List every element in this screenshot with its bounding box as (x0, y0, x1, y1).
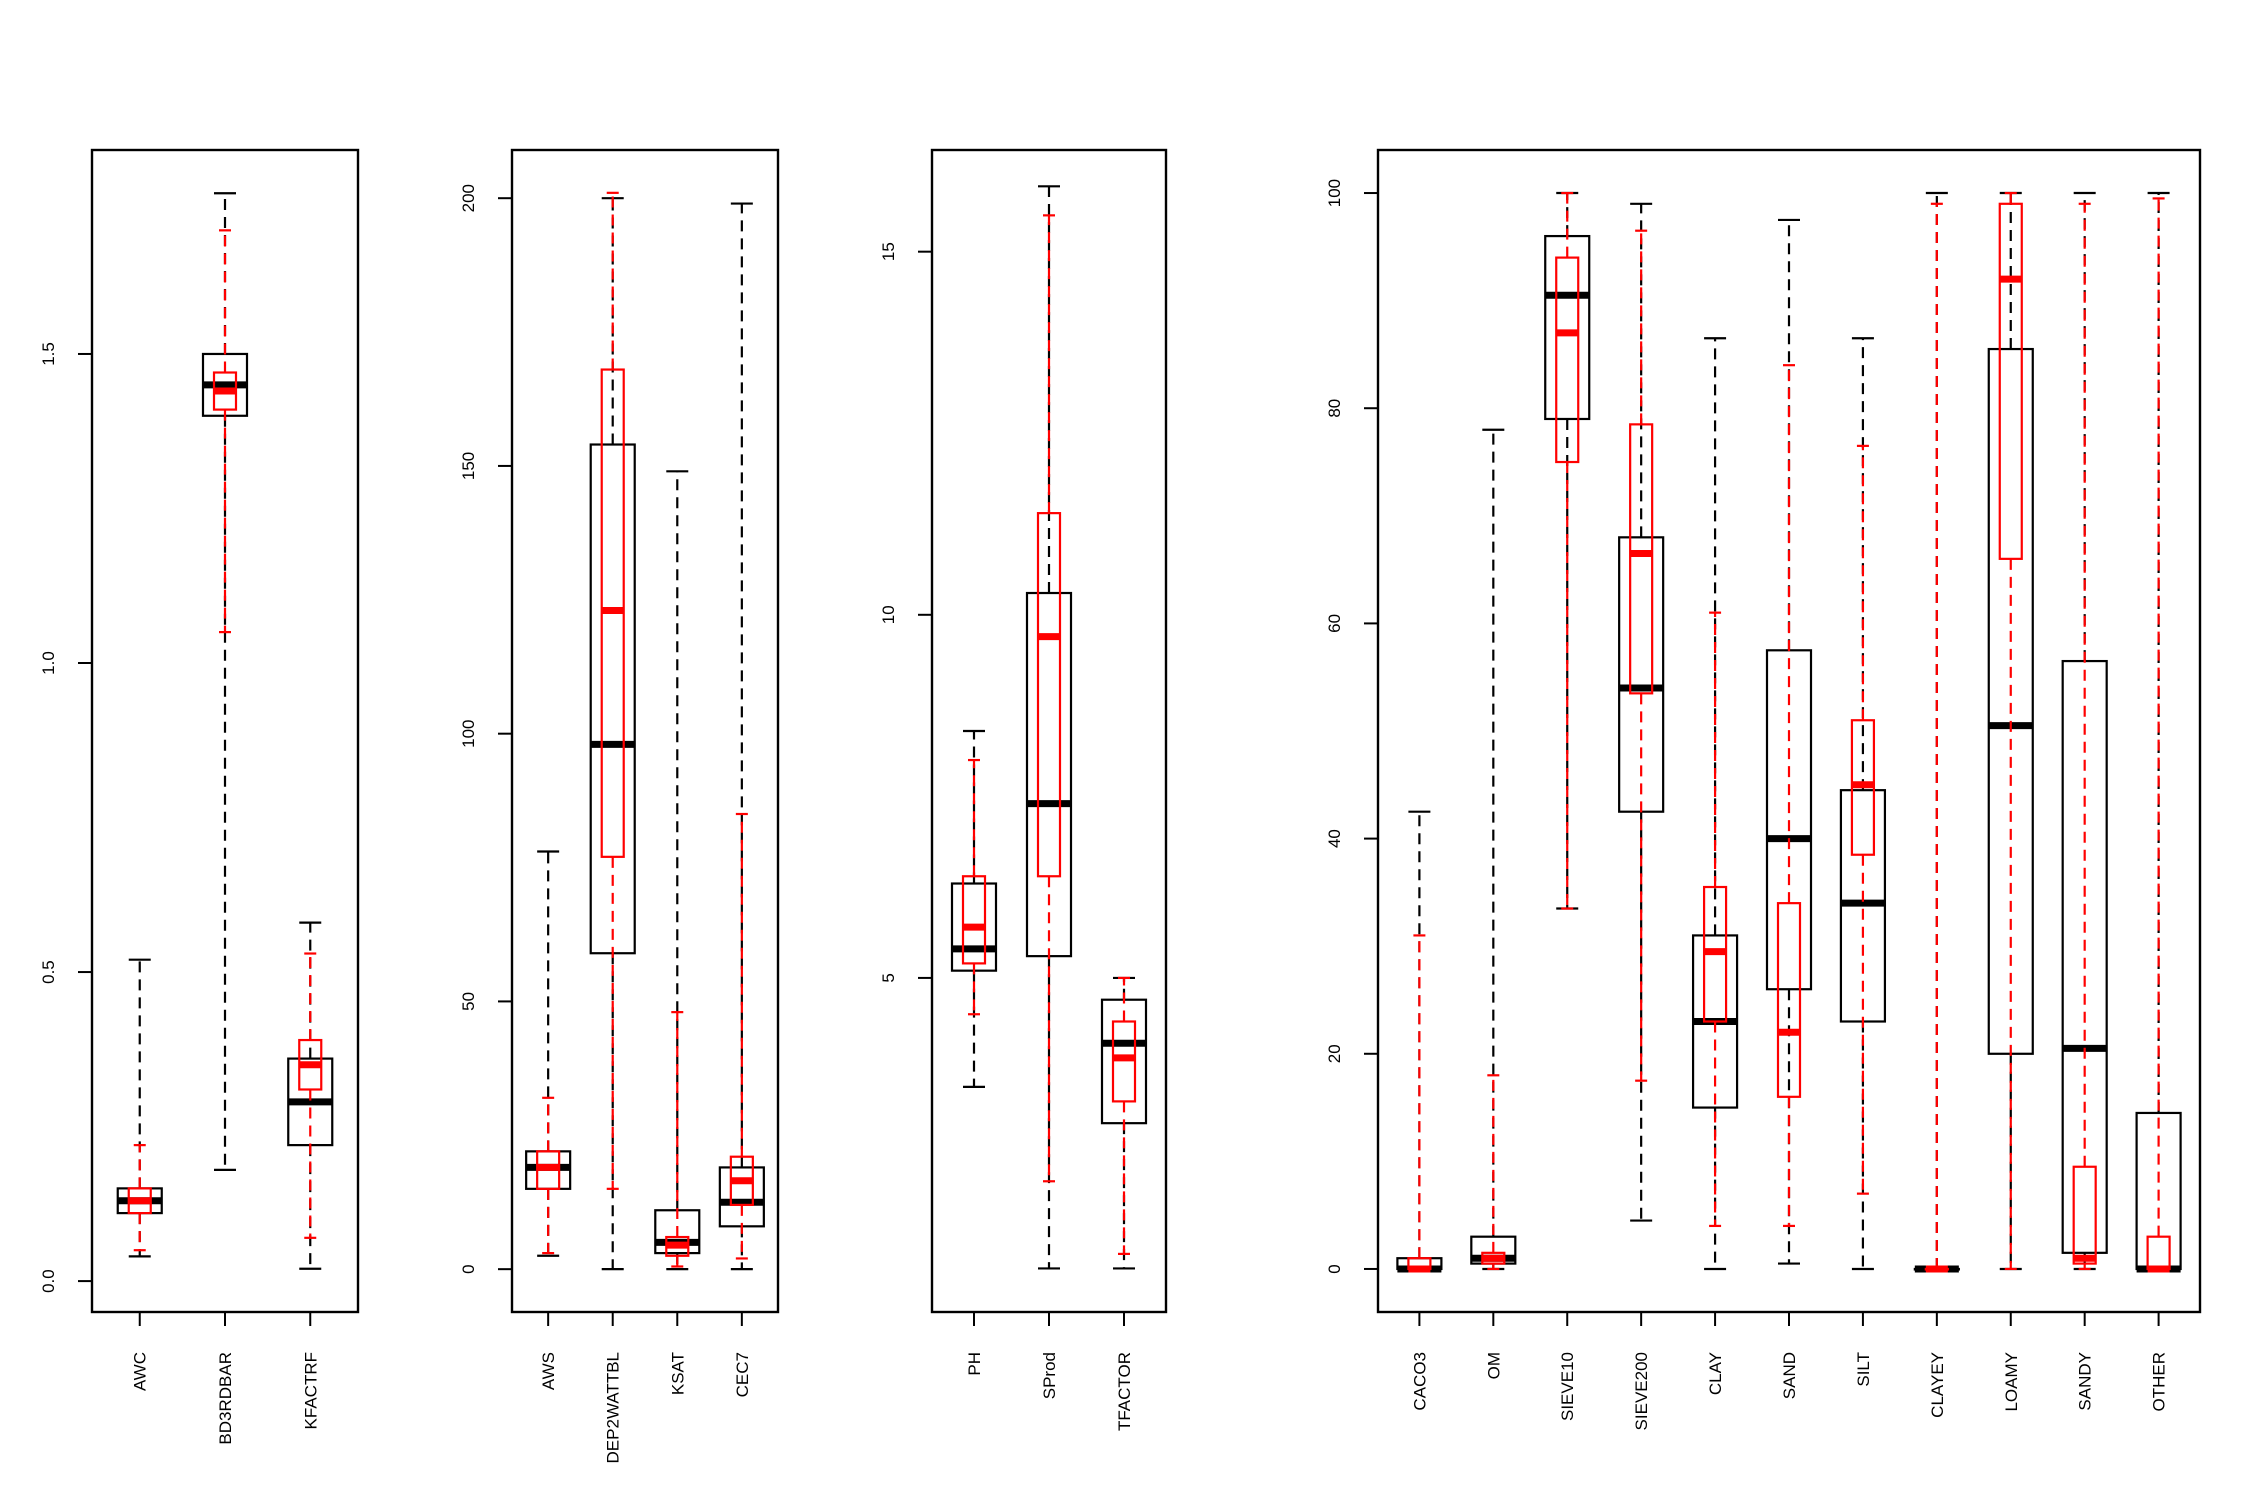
y-tick-label: 200 (459, 184, 478, 212)
y-tick-label: 1.0 (39, 651, 58, 675)
black-box-dep2wattbl (589, 197, 636, 1271)
red-box-sieve10 (1555, 191, 1580, 910)
red-box-clayey (1924, 202, 1949, 1273)
red-box-tfactor (1111, 976, 1137, 1256)
x-tick-label: OM (1484, 1352, 1503, 1379)
x-tick-label: SAND (1780, 1352, 1799, 1399)
y-tick-label: 20 (1325, 1044, 1344, 1063)
x-tick-label: DEP2WATTBL (604, 1352, 623, 1463)
y-tick-label: 150 (459, 452, 478, 480)
red-box-other (2146, 197, 2171, 1273)
x-tick-label: CLAY (1706, 1352, 1725, 1395)
x-tick-label: KFACTRF (301, 1352, 320, 1429)
y-tick-label: 0.0 (39, 1269, 58, 1293)
red-box-awc (127, 1144, 152, 1252)
red-box-aws (536, 1096, 561, 1255)
x-tick-label: LOAMY (2002, 1352, 2021, 1412)
panel-3: 5 10 15 PH SProd TFACTOR (879, 148, 1168, 1431)
iqr-box (950, 882, 998, 972)
iqr-box (1765, 649, 1813, 991)
y-tick-label: 80 (1325, 399, 1344, 418)
red-box-cec7 (729, 812, 754, 1260)
x-tick-label: OTHER (2150, 1352, 2169, 1412)
y-tick-label: 0 (1325, 1264, 1344, 1273)
iqr-box (2061, 659, 2108, 1254)
y-tick-label: 1.5 (39, 342, 58, 366)
y-tick-label: 15 (879, 242, 898, 261)
iqr-box (1776, 902, 1802, 1098)
iqr-box (961, 875, 987, 965)
red-box-ph (961, 758, 987, 1016)
black-box-ph (950, 729, 998, 1088)
black-box-cec7 (718, 202, 765, 1271)
x-tick-label: AWS (539, 1352, 558, 1390)
y-tick-label: 100 (1325, 179, 1344, 207)
x-tick-label: TFACTOR (1115, 1352, 1134, 1431)
black-box-awc (116, 958, 163, 1258)
y-tick-label: 100 (459, 719, 478, 747)
red-box-clay (1702, 611, 1728, 1228)
iqr-box (1998, 202, 2023, 560)
x-tick-label: CACO3 (1410, 1352, 1429, 1411)
x-tick-label: SProd (1040, 1352, 1059, 1399)
black-box-bd3rdbar (201, 192, 249, 1171)
y-tick-label: 0.5 (39, 960, 58, 984)
panel-2: 0 50 100 150 200 AWS DEP2WATTBL KSAT CEC7 (459, 148, 780, 1463)
iqr-box (589, 443, 636, 955)
red-box-loamy (1998, 191, 2023, 1271)
black-box-clay (1691, 337, 1739, 1271)
black-box-sand (1765, 218, 1813, 1265)
red-box-om (1481, 1074, 1506, 1271)
iqr-box (1111, 1020, 1137, 1103)
y-tick-label: 50 (459, 992, 478, 1011)
panel-4: 0 20 40 60 80 100 CACO3 OM SIEVE10 SIEVE200 CLAY SA… (1325, 148, 2202, 1430)
y-tick-label: 0 (459, 1264, 478, 1273)
x-tick-label: SIEVE200 (1632, 1352, 1651, 1430)
red-box-dep2wattbl (600, 191, 625, 1190)
black-box-clayey (1913, 191, 1960, 1273)
red-box-ksat (665, 1011, 690, 1268)
iqr-box (718, 1166, 765, 1228)
x-tick-label: SIEVE10 (1558, 1352, 1577, 1421)
red-box-sprod (1036, 214, 1062, 1183)
iqr-box (1555, 256, 1580, 464)
x-tick-label: CEC7 (733, 1352, 752, 1397)
plot-frame (510, 148, 780, 1314)
black-box-sieve200 (1618, 202, 1665, 1222)
x-tick-label: AWC (131, 1352, 150, 1391)
iqr-box (1629, 423, 1654, 695)
y-tick-label: 10 (879, 605, 898, 624)
panel-1: 0.0 0.5 1.0 1.5 AWC BD3RDBAR KFACTRF (39, 148, 360, 1445)
red-box-kfactrf (298, 952, 323, 1239)
x-tick-label: KSAT (668, 1352, 687, 1395)
x-tick-label: SANDY (2076, 1352, 2095, 1411)
iqr-box (1544, 234, 1591, 421)
red-box-caco3 (1407, 934, 1432, 1273)
y-tick-label: 40 (1325, 829, 1344, 848)
black-box-sieve10 (1544, 191, 1591, 910)
black-box-ksat (654, 470, 701, 1271)
iqr-box (1987, 347, 2034, 1055)
y-tick-label: 5 (879, 973, 898, 982)
iqr-box (2072, 1165, 2097, 1265)
iqr-box (1036, 512, 1062, 878)
red-box-bd3rdbar (212, 229, 238, 634)
y-tick-label: 60 (1325, 614, 1344, 633)
red-box-sand (1776, 364, 1802, 1228)
red-box-silt (1850, 444, 1876, 1195)
x-tick-label: BD3RDBAR (216, 1352, 235, 1445)
x-tick-label: PH (965, 1352, 984, 1376)
red-box-sandy (2072, 202, 2097, 1271)
x-tick-label: CLAYEY (1928, 1352, 1947, 1418)
red-box-sieve200 (1629, 229, 1654, 1082)
black-box-loamy (1987, 191, 2034, 1271)
x-tick-label: SILT (1854, 1352, 1873, 1387)
